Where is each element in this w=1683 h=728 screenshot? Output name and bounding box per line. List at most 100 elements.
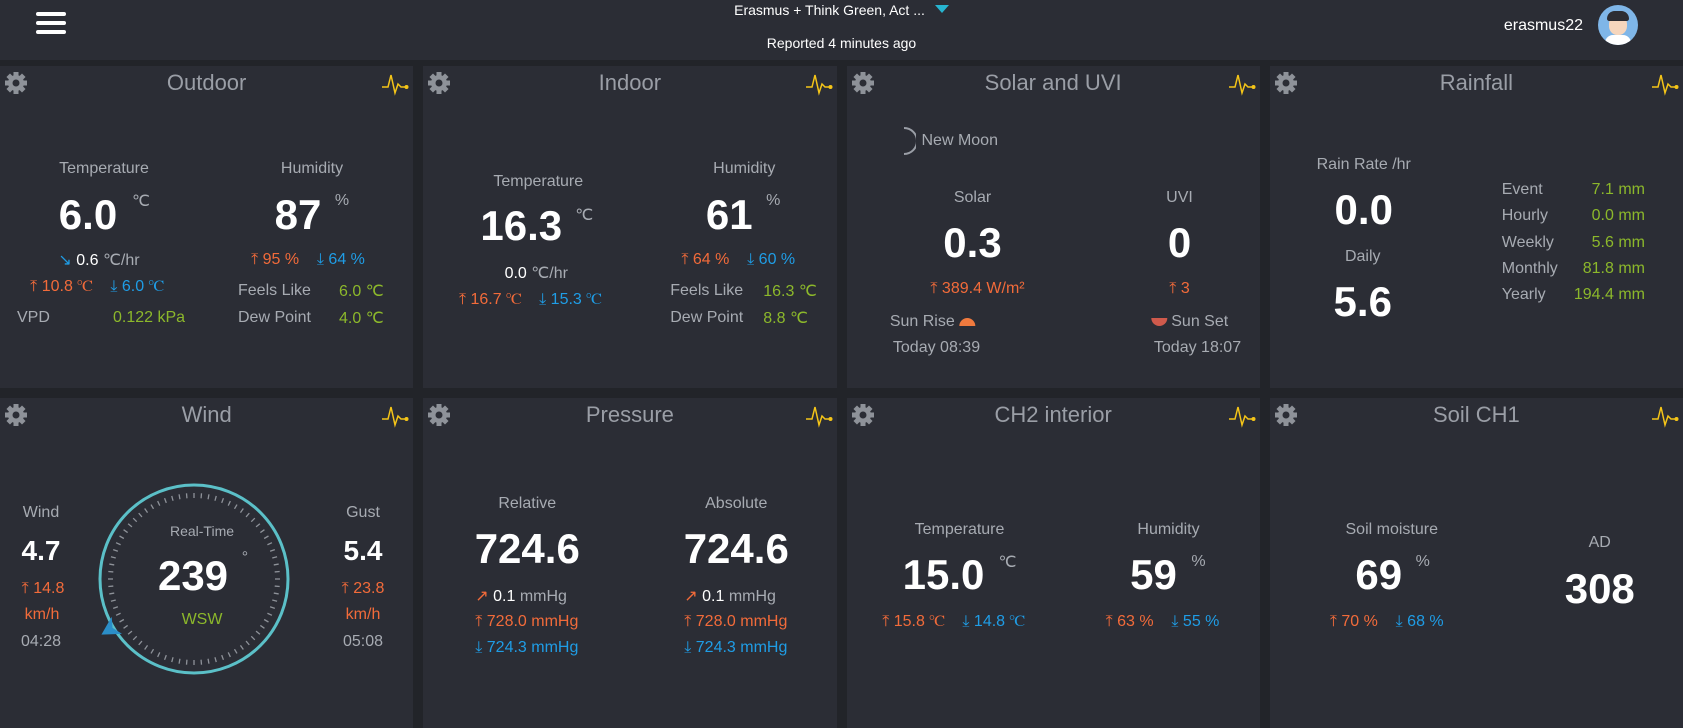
gauge-tick <box>251 636 255 640</box>
sunset-label: Sun Set <box>1151 313 1228 331</box>
sunrise-time: Today 08:39 <box>893 339 980 357</box>
gauge-tick <box>260 625 264 628</box>
wind-max: ⤒ 14.8 <box>22 580 65 598</box>
gauge-tick <box>158 501 160 506</box>
pulse-chart-icon[interactable] <box>805 72 833 96</box>
pulse-chart-icon[interactable] <box>381 72 409 96</box>
temp-value: 15.0 <box>903 551 985 599</box>
relative-min: ⤓ 724.3 mmHg <box>475 639 578 657</box>
gauge-tick <box>128 524 132 527</box>
event-value: 7.1 mm <box>1592 181 1645 199</box>
gauge-tick <box>235 649 238 653</box>
humidity-unit: % <box>766 192 780 210</box>
trend-up-icon: ↗ <box>684 588 697 605</box>
station-selector[interactable]: Erasmus + Think Green, Act ... <box>0 2 1683 18</box>
ad-value: 308 <box>1565 565 1635 613</box>
hourly-label: Hourly <box>1502 207 1548 225</box>
humidity-value: 61 <box>706 191 753 239</box>
pulse-chart-icon[interactable] <box>1228 404 1256 428</box>
gust-max: ⤒ 23.8 <box>342 580 385 598</box>
wind-unit: km/h <box>25 606 60 624</box>
gauge-tick <box>215 657 216 662</box>
humidity-value: 59 <box>1130 551 1177 599</box>
card-title: Pressure <box>423 402 836 428</box>
temp-unit: ℃ <box>575 205 593 225</box>
sunrise-icon <box>959 318 975 326</box>
wind-direction-name: WSW <box>182 611 223 629</box>
gauge-tick <box>165 655 167 660</box>
pulse-chart-icon[interactable] <box>805 404 833 428</box>
gauge-tick <box>133 636 137 640</box>
gauge-tick <box>270 607 275 609</box>
solar-max: ⤒ 389.4 W/m² <box>930 280 1024 298</box>
reported-time: Reported 4 minutes ago <box>0 35 1683 51</box>
card-title: Outdoor <box>0 70 413 96</box>
humidity-unit: % <box>1191 553 1205 571</box>
temp-label: Temperature <box>915 521 1005 539</box>
gauge-tick <box>228 652 230 657</box>
pulse-chart-icon[interactable] <box>1228 72 1256 96</box>
humidity-label: Humidity <box>281 160 343 178</box>
hourly-value: 0.0 mm <box>1592 207 1645 225</box>
top-bar: Erasmus + Think Green, Act ... Reported … <box>0 0 1683 60</box>
moon-phase: New Moon <box>922 132 998 150</box>
pressure-card: Pressure Relative 724.6 ↗ 0.1 mmHg ⤒ 728… <box>423 398 836 728</box>
gauge-tick <box>120 620 124 623</box>
uvi-label: UVI <box>1166 189 1193 207</box>
feels-like-value: 16.3 ℃ <box>763 281 817 301</box>
degree-symbol: ° <box>242 549 248 567</box>
humidity-max-min: ⤒ 63 % ⤓ 55 % <box>1106 613 1220 631</box>
card-title: Indoor <box>423 70 836 96</box>
sunset-icon <box>1151 318 1167 326</box>
monthly-value: 81.8 mm <box>1583 260 1645 278</box>
gauge-tick <box>139 513 142 517</box>
gauge-tick <box>124 530 128 533</box>
wind-direction-degrees: 239 <box>158 552 228 600</box>
caret-down-icon[interactable] <box>935 5 949 13</box>
vpd-value: 0.122 kPa <box>113 309 185 327</box>
gauge-tick <box>124 625 128 628</box>
temp-value: 6.0 <box>59 191 117 239</box>
gauge-tick <box>120 536 124 539</box>
relative-label: Relative <box>498 495 556 513</box>
pulse-chart-icon[interactable] <box>1651 404 1679 428</box>
weekly-label: Weekly <box>1502 234 1554 252</box>
indoor-card: Indoor Temperature 16.3 ℃ 0.0 ℃/hr ⤒ 16.… <box>423 66 836 388</box>
gauge-tick <box>179 494 180 499</box>
daily-label: Daily <box>1345 248 1381 266</box>
humidity-label: Humidity <box>1137 521 1199 539</box>
event-label: Event <box>1502 181 1543 199</box>
absolute-min: ⤓ 724.3 mmHg <box>684 639 787 657</box>
gauge-tick <box>165 498 167 503</box>
gauge-tick <box>256 524 260 527</box>
solar-label: Solar <box>954 189 991 207</box>
wind-speed: 4.7 <box>22 535 61 567</box>
gust-unit: km/h <box>346 606 381 624</box>
relative-max: ⤒ 728.0 mmHg <box>475 613 578 631</box>
gauge-tick <box>133 518 137 522</box>
username[interactable]: erasmus22 <box>1504 17 1583 35</box>
gauge-tick <box>151 649 154 653</box>
gauge-tick <box>113 607 118 609</box>
feels-like-label: Feels Like <box>238 282 311 300</box>
gauge-tick <box>151 505 154 509</box>
gauge-tick <box>240 645 243 649</box>
feels-like-label: Feels Like <box>670 282 743 300</box>
gauge-tick <box>228 501 230 506</box>
ch2-interior-card: CH2 interior Temperature 15.0 ℃ ⤒ 15.8 ℃… <box>847 398 1260 728</box>
temp-value: 16.3 <box>480 202 562 250</box>
feels-like-value: 6.0 ℃ <box>339 281 384 301</box>
card-title: Wind <box>0 402 413 428</box>
station-name[interactable]: Erasmus + Think Green, Act ... <box>734 2 925 18</box>
pulse-chart-icon[interactable] <box>1651 72 1679 96</box>
gauge-tick <box>272 600 277 601</box>
gauge-tick <box>109 593 114 594</box>
daily-value: 5.6 <box>1334 278 1392 326</box>
trend-down-icon: ↘ <box>58 252 71 269</box>
temp-trend: 0.0 ℃/hr <box>505 263 568 283</box>
pulse-chart-icon[interactable] <box>381 404 409 428</box>
avatar[interactable] <box>1598 5 1638 45</box>
card-title: Rainfall <box>1270 70 1683 96</box>
soil-moisture-label: Soil moisture <box>1346 521 1438 539</box>
gauge-tick <box>240 509 243 513</box>
